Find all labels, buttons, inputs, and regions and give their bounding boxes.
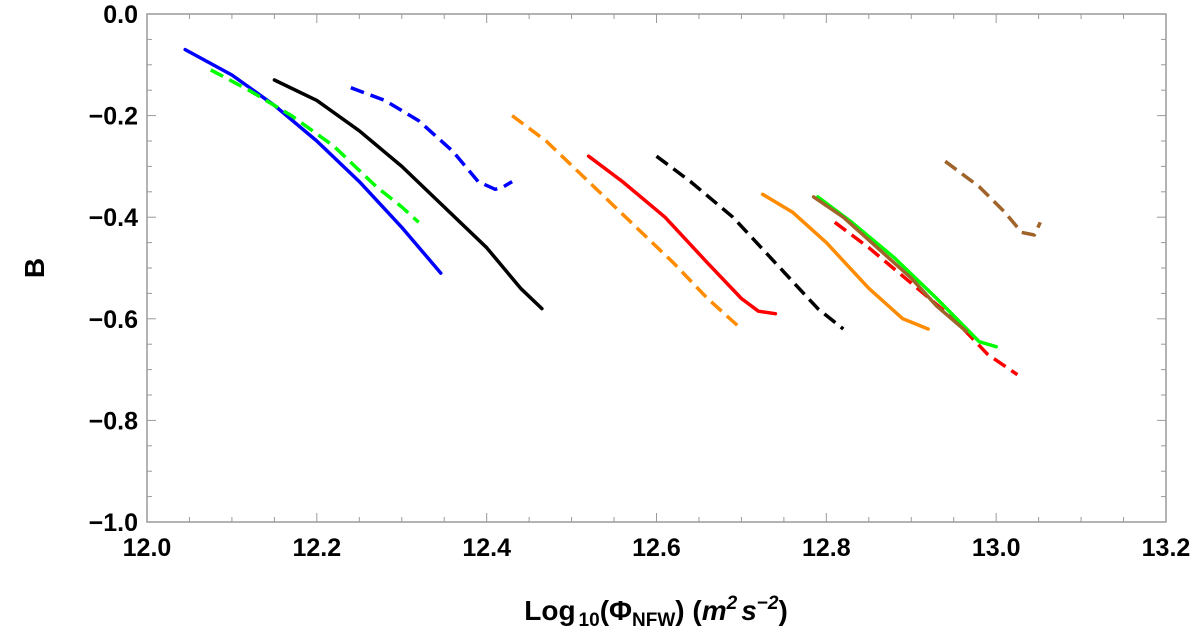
- x-axis-label-unit-m: m: [702, 595, 727, 626]
- y-axis-label: B: [19, 258, 50, 278]
- series-line-9: [833, 220, 1019, 377]
- x-axis-label-prefix: Log: [524, 595, 575, 626]
- y-tick-label: −0.4: [89, 204, 138, 232]
- x-tick-label: 13.0: [972, 534, 1021, 562]
- series-line-8: [760, 192, 930, 331]
- series-line-3: [272, 78, 544, 311]
- tick-labels: 12.0 12.2 12.4 12.6 12.8 13.0 13.2 0.0 −0.2 −0.4 −…: [89, 1, 1191, 562]
- x-axis-label: Log 10(ΦNFW) (m2 s−2): [524, 593, 788, 631]
- series-line-1: [183, 47, 443, 275]
- y-tick-label: −1.0: [89, 509, 138, 537]
- x-tick-label: 13.2: [1142, 534, 1191, 562]
- series-line-6: [586, 154, 778, 316]
- x-axis-label-nfw-subscript: NFW: [632, 610, 675, 631]
- y-tick-label: −0.2: [89, 103, 138, 131]
- series-line-12: [944, 159, 1042, 237]
- x-tick-label: 12.8: [802, 534, 851, 562]
- ticks: [146, 13, 1167, 523]
- x-tick-label: 12.2: [292, 534, 341, 562]
- series-layer: [183, 47, 1042, 377]
- y-tick-label: −0.8: [89, 407, 138, 435]
- y-tick-label: −0.6: [89, 306, 138, 334]
- x-axis-label-unit-s-exponent: −2: [757, 593, 779, 614]
- plot-frame: [146, 13, 1167, 523]
- series-line-11: [811, 195, 969, 334]
- series-line-7: [655, 154, 845, 331]
- x-tick-label: 12.0: [123, 534, 172, 562]
- x-axis-label-phi: (Φ: [600, 595, 632, 626]
- x-tick-label: 12.6: [632, 534, 681, 562]
- x-axis-label-unit-m-exponent: 2: [726, 593, 738, 614]
- series-line-2: [209, 68, 420, 224]
- series-line-4: [350, 86, 514, 192]
- x-axis-label-end: ): [778, 595, 787, 626]
- x-axis-label-base-subscript: 10: [579, 610, 600, 631]
- series-line-5: [511, 114, 743, 331]
- x-axis-label-unit-s: s: [741, 595, 757, 626]
- x-axis-label-close: ) (: [675, 595, 702, 626]
- x-tick-label: 12.4: [462, 534, 511, 562]
- y-tick-label: 0.0: [103, 1, 138, 29]
